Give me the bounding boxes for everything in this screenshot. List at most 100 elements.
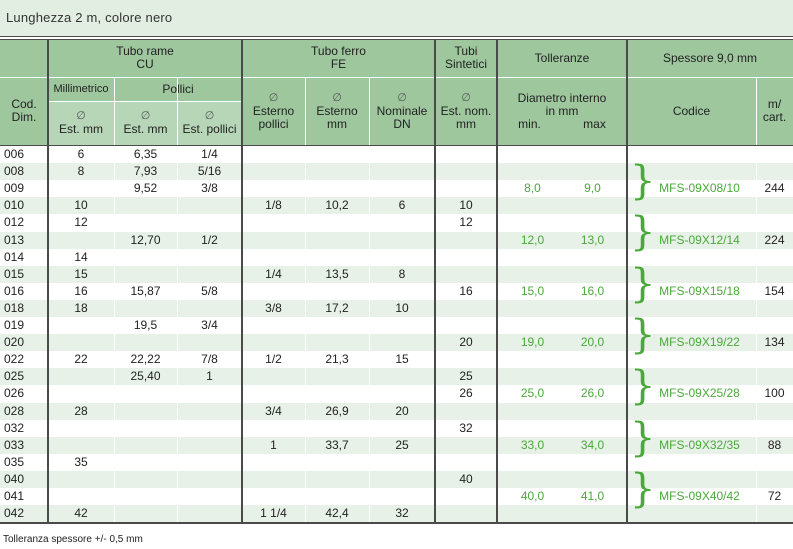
grid-line: [114, 77, 115, 523]
product-codice: MFS-09X25/28: [659, 386, 740, 401]
row-cell-pmm: 12,70: [130, 232, 161, 247]
row-cell-fe_mm: 42,4: [325, 506, 349, 521]
brace-icon: }: [630, 312, 656, 358]
row-cell-sint: 26: [459, 386, 473, 401]
row-cell-code: 012: [4, 215, 25, 230]
row-cell-code: 006: [4, 147, 25, 161]
table-row: [0, 197, 793, 215]
table-title-bar: Lunghezza 2 m, colore nero: [0, 0, 793, 37]
header-millimetrico: Millimetrico: [48, 77, 114, 101]
row-cell-code: 016: [4, 283, 25, 298]
diameter-symbol: ∅: [76, 110, 86, 122]
product-max: 13,0: [580, 232, 605, 247]
table-row: [0, 265, 793, 283]
header-pollici-est-mm: ∅ Est. mm: [114, 101, 177, 145]
brace-icon: }: [630, 363, 656, 410]
table-top-border: [0, 39, 793, 40]
header-est-pollici: ∅ Est. pollici: [177, 101, 242, 145]
product-codice: MFS-09X40/42: [659, 489, 740, 503]
header-esterno-mm-label: Esterno mm: [316, 103, 358, 131]
product-m-cart: 100: [764, 386, 785, 401]
row-cell-sint: 25: [459, 369, 473, 384]
header-est-mm-label: Est. mm: [59, 122, 103, 136]
row-cell-code: 041: [4, 489, 25, 503]
row-cell-sint: 10: [459, 198, 473, 213]
grid-line: [626, 39, 628, 523]
row-cell-code: 040: [4, 471, 25, 486]
diameter-symbol: ∅: [204, 110, 215, 122]
diameter-symbol: ∅: [268, 91, 279, 104]
product-m-cart: 88: [767, 437, 782, 452]
row-cell-code: 033: [4, 437, 25, 452]
row-cell-sint: 16: [459, 283, 473, 298]
header-tubo-ferro: Tubo ferro FE: [242, 39, 435, 77]
header-m-cart: m/cart.: [756, 77, 793, 145]
header-nominale-dn-label: Nominale DN: [376, 103, 428, 131]
row-cell-fe_dn: 8: [398, 266, 406, 281]
header-cod-dim: Cod. Dim.: [0, 77, 48, 145]
header-tubi-sintetici: Tubi Sintetici: [435, 39, 497, 77]
brace-icon: }: [630, 260, 656, 307]
product-max: 20,0: [580, 335, 605, 350]
row-cell-mm: 15: [74, 266, 88, 281]
row-cell-sint: 32: [459, 420, 473, 435]
grid-line: [47, 39, 49, 523]
header-est-mm: ∅ Est. mm: [48, 101, 114, 145]
header-separator: [0, 145, 793, 146]
table-bottom-border: [0, 522, 793, 525]
row-cell-pmm: 25,40: [130, 369, 161, 384]
row-cell-fe_mm: 17,2: [325, 300, 349, 315]
header-est-nom-mm: ∅ Est. nom. mm: [435, 77, 497, 145]
row-cell-code: 035: [4, 454, 25, 469]
product-min: 33,0: [520, 437, 545, 452]
header-esterno-pollici: ∅ Esterno pollici: [242, 77, 305, 145]
row-cell-fe_dn: 6: [398, 198, 406, 213]
table-row: [0, 317, 793, 334]
row-cell-fe_mm: 10,2: [325, 198, 349, 213]
row-cell-sint: 40: [459, 471, 473, 486]
table-row: [0, 231, 793, 249]
brace-icon: }: [630, 209, 656, 256]
header-pollici-est-mm-label: Est. mm: [123, 122, 168, 136]
brace-icon: }: [630, 465, 656, 512]
row-cell-mm: 6: [77, 147, 85, 161]
header-tolleranze: Tolleranze: [497, 39, 627, 77]
row-cell-code: 032: [4, 420, 25, 435]
row-cell-sint: 12: [459, 215, 473, 230]
grid-line: [756, 77, 757, 523]
brace-icon: }: [630, 414, 656, 461]
row-cell-mm: 8: [77, 164, 85, 179]
product-min: 8,0: [524, 181, 541, 196]
table-row: [0, 146, 793, 163]
product-m-cart: 154: [764, 283, 785, 298]
product-max: 16,0: [580, 283, 605, 298]
product-codice: MFS-09X19/22: [659, 335, 740, 350]
header-esterno-pollici-label: Esterno pollici: [252, 103, 295, 131]
product-codice: MFS-09X32/35: [659, 437, 740, 452]
header-diametro-interno: Diametro interno in mm min. max: [497, 77, 627, 145]
row-cell-pmm: 15,87: [130, 283, 161, 298]
row-cell-code: 025: [4, 369, 25, 384]
product-max: 26,0: [580, 386, 605, 401]
row-cell-mm: 22: [74, 352, 88, 367]
row-cell-fe_in: 1: [270, 437, 277, 452]
row-cell-fe_dn: 32: [395, 506, 409, 521]
product-min: 15,0: [520, 283, 545, 298]
table-row: [0, 282, 793, 300]
row-cell-mm: 14: [74, 249, 88, 264]
row-cell-sint: 20: [459, 335, 473, 350]
row-cell-mm: 16: [74, 283, 88, 298]
row-cell-fe_mm: 26,9: [325, 403, 349, 418]
diameter-symbol: ∅: [461, 91, 471, 104]
grid-line: [0, 77, 793, 78]
header-est-pollici-label: Est. pollici: [182, 122, 237, 136]
product-max: 34,0: [580, 437, 605, 452]
table-row: [0, 436, 793, 454]
row-cell-code: 028: [4, 403, 25, 418]
table-row: [0, 248, 793, 266]
row-cell-pmm: 7,93: [133, 164, 158, 179]
table-row: [0, 488, 793, 505]
row-cell-mm: 12: [74, 215, 88, 230]
row-cell-fe_mm: 33,7: [325, 437, 349, 452]
grid-line: [434, 39, 436, 523]
